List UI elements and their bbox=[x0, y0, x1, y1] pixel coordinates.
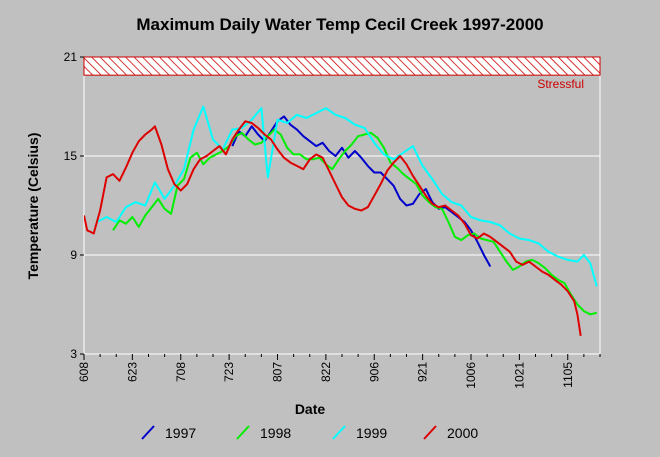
legend: 1997 1998 1999 2000 bbox=[141, 425, 478, 441]
stressful-label: Stressful bbox=[537, 77, 584, 91]
y-tick-label: 15 bbox=[64, 149, 78, 163]
legend-label-1997: 1997 bbox=[165, 425, 196, 441]
legend-label-1998: 1998 bbox=[260, 425, 291, 441]
x-tick-label: 1105 bbox=[561, 362, 575, 388]
legend-swatch-1997 bbox=[141, 425, 155, 440]
legend-swatch-2000 bbox=[423, 425, 437, 440]
y-tick-label: 3 bbox=[70, 347, 77, 361]
x-tick-label: 1006 bbox=[464, 362, 478, 389]
chart-title: Maximum Daily Water Temp Cecil Creek 199… bbox=[136, 15, 543, 34]
x-tick-label: 822 bbox=[319, 362, 333, 382]
legend-swatch-1999 bbox=[332, 425, 346, 440]
stressful-band-rect bbox=[83, 56, 601, 76]
x-tick-label: 623 bbox=[125, 362, 139, 382]
x-tick-label: 708 bbox=[174, 362, 188, 382]
x-tick-label: 906 bbox=[367, 362, 381, 382]
x-axis-label: Date bbox=[295, 401, 326, 417]
x-tick-label: 723 bbox=[222, 362, 236, 382]
y-axis: 3 9 15 21 bbox=[64, 50, 84, 361]
series-line-1999 bbox=[96, 105, 598, 287]
series-lines bbox=[84, 105, 598, 337]
x-tick-label: 608 bbox=[77, 362, 91, 382]
x-tick-label: 921 bbox=[416, 362, 430, 382]
x-axis: 608 623 708 723 807 822 906 921 1006 1021 1105 bbox=[77, 354, 601, 389]
x-tick-label: 1021 bbox=[512, 362, 526, 389]
series-line-2000 bbox=[84, 120, 582, 337]
series-line-1997 bbox=[231, 115, 492, 267]
y-tick-label: 9 bbox=[70, 248, 77, 262]
x-tick-label: 807 bbox=[271, 362, 285, 382]
y-axis-label: Temperature (Celsius) bbox=[25, 133, 41, 280]
y-tick-label: 21 bbox=[64, 50, 78, 64]
legend-swatch-1998 bbox=[236, 425, 250, 440]
plot-area bbox=[83, 56, 601, 355]
stressful-band: Stressful bbox=[83, 56, 601, 91]
legend-label-1999: 1999 bbox=[356, 425, 387, 441]
series-line-1998 bbox=[112, 128, 598, 316]
legend-label-2000: 2000 bbox=[447, 425, 478, 441]
